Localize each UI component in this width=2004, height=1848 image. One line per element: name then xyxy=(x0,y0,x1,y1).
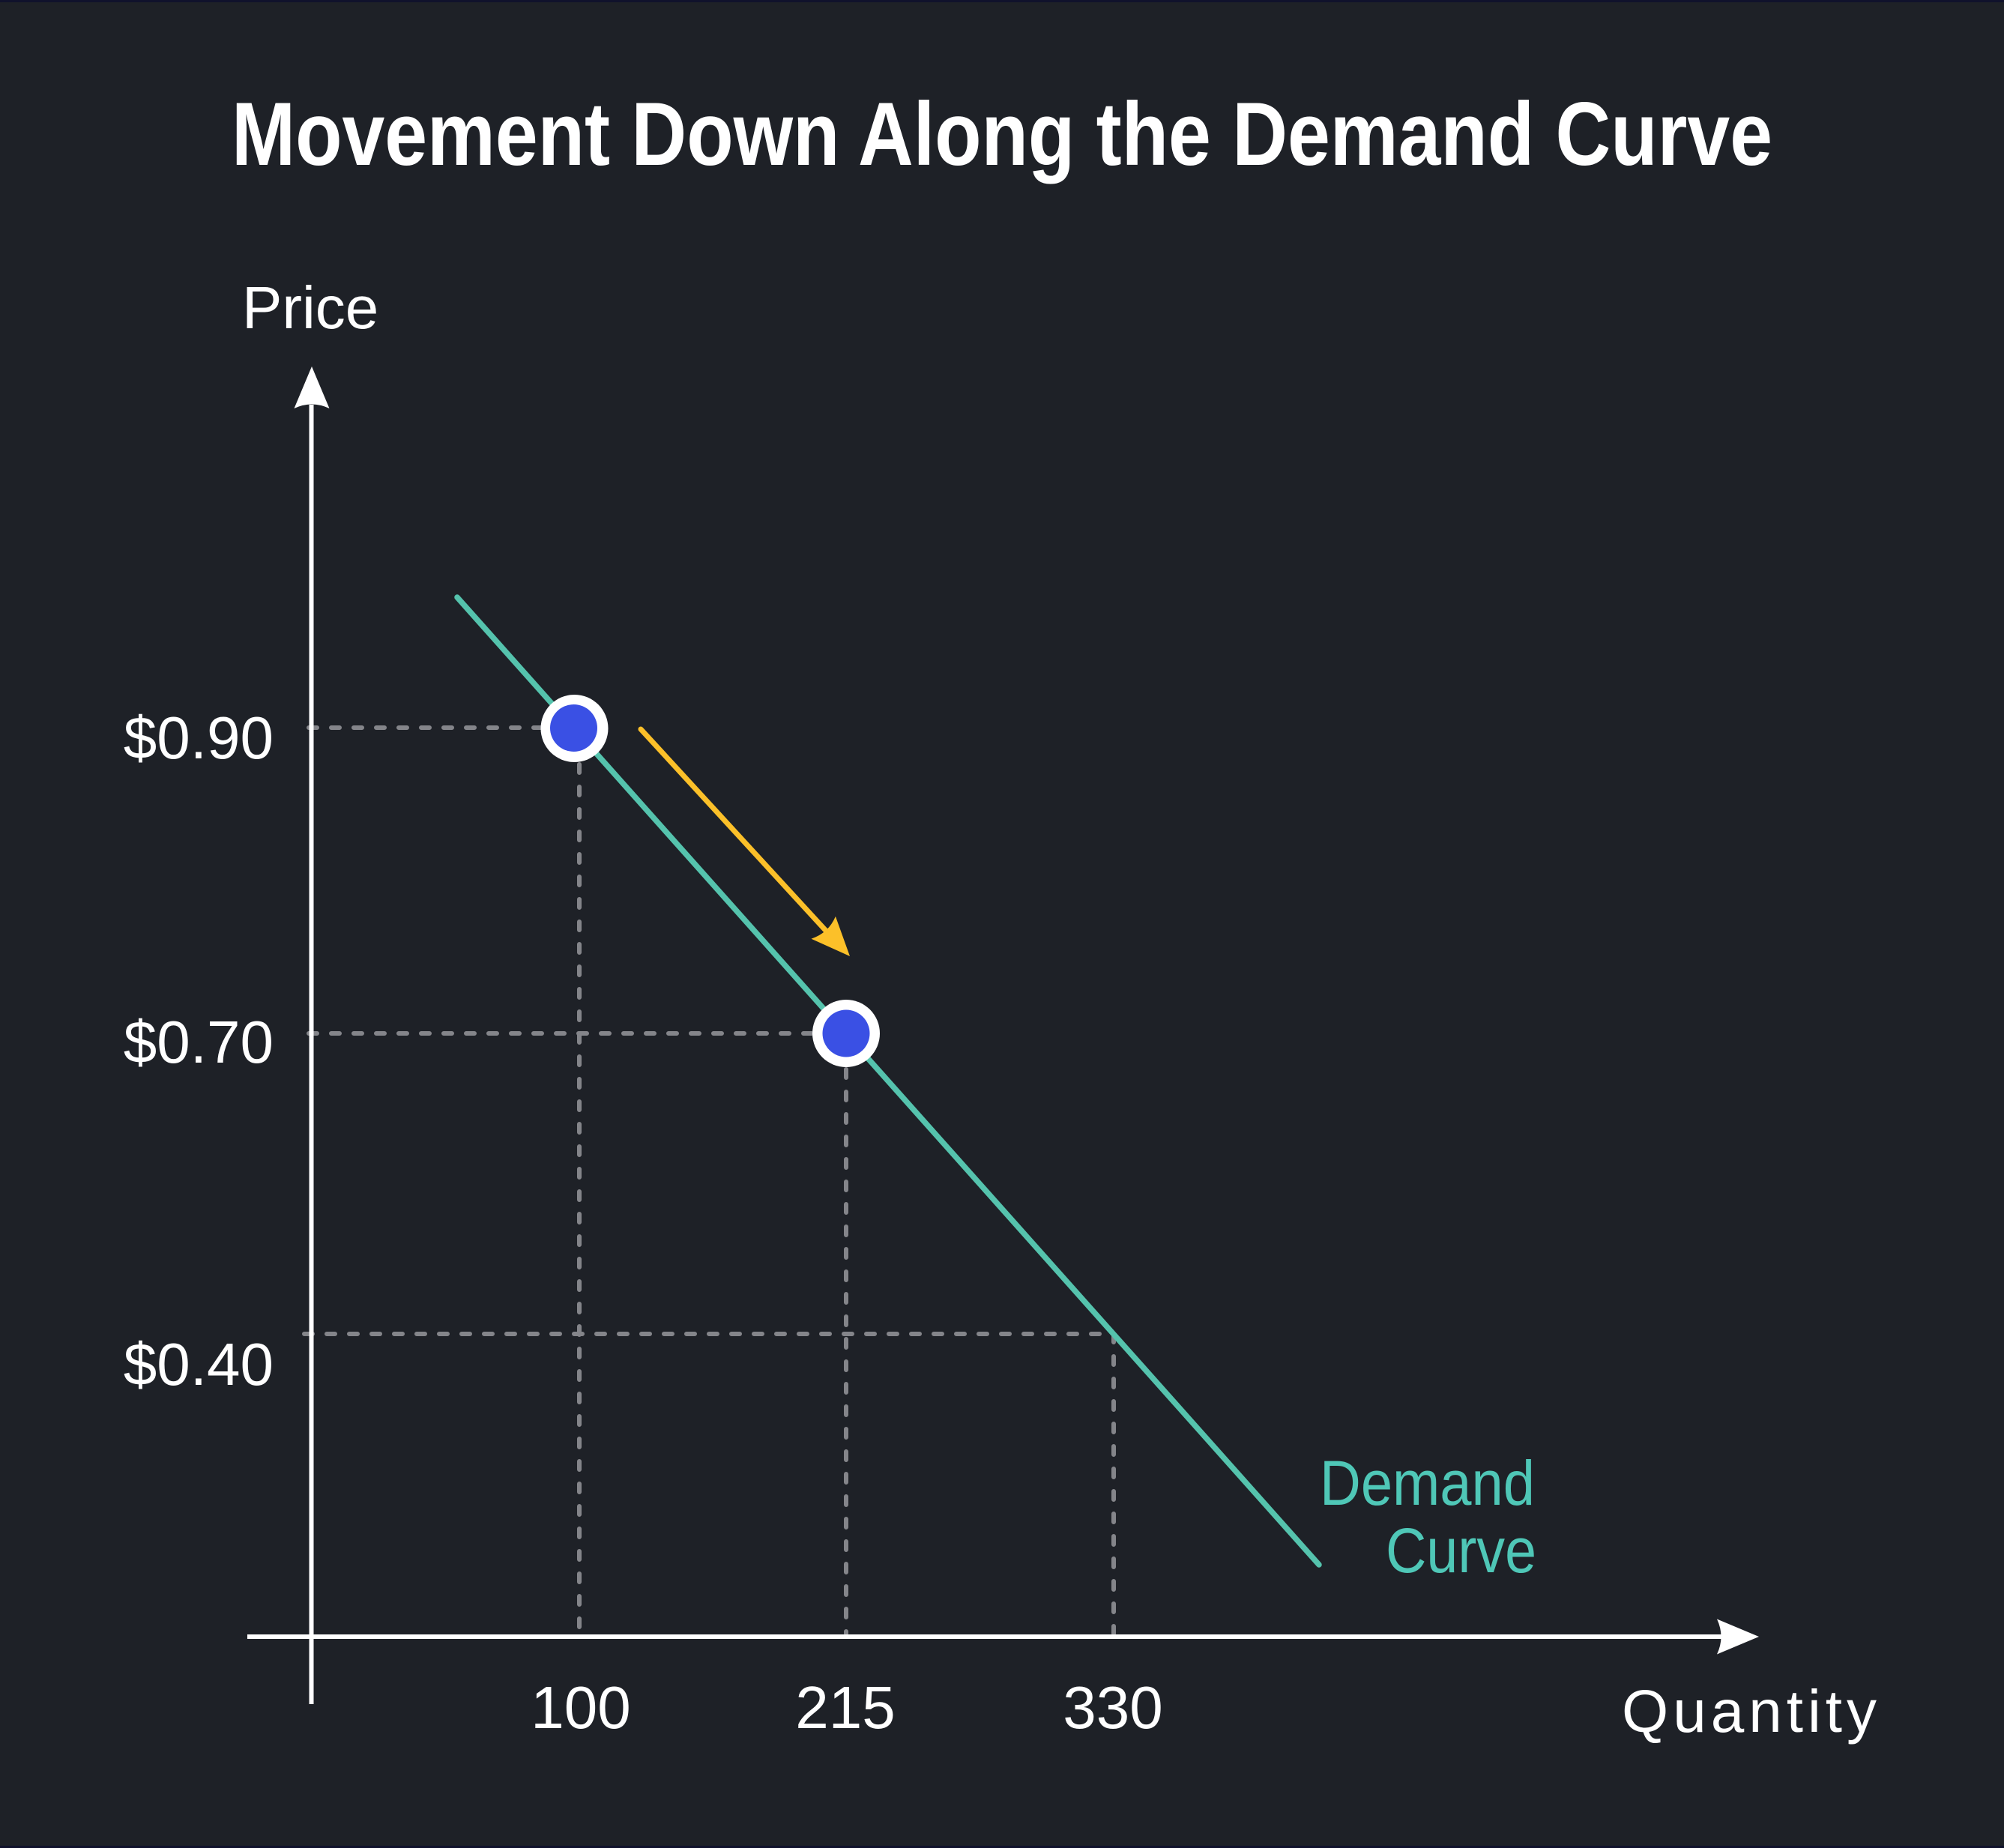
svg-text:100: 100 xyxy=(531,1674,630,1741)
svg-text:$0.70: $0.70 xyxy=(124,1009,274,1075)
svg-text:Movement Down Along the Demand: Movement Down Along the Demand Curve xyxy=(232,84,1772,184)
svg-text:$0.40: $0.40 xyxy=(124,1331,274,1398)
svg-text:$0.90: $0.90 xyxy=(124,704,274,771)
svg-text:Curve: Curve xyxy=(1386,1515,1536,1586)
svg-text:Demand: Demand xyxy=(1320,1448,1535,1518)
svg-text:215: 215 xyxy=(795,1674,895,1741)
svg-text:Quantity: Quantity xyxy=(1622,1678,1881,1745)
svg-text:330: 330 xyxy=(1063,1674,1162,1741)
svg-text:Price: Price xyxy=(242,274,378,341)
